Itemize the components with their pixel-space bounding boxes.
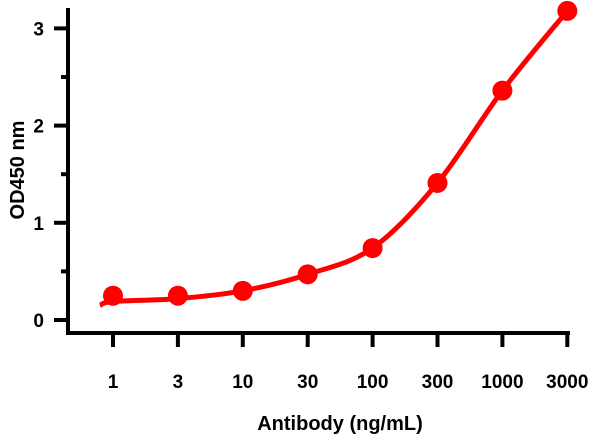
y-tick-label: 0 [33, 311, 44, 332]
x-tick-label: 10 [232, 372, 253, 393]
y-tick-label: 1 [33, 214, 44, 235]
x-tick-label: 1000 [481, 372, 523, 393]
data-points [103, 0, 578, 306]
data-point-300 [427, 172, 448, 193]
data-point-3 [167, 285, 188, 306]
x-axis-label: Antibody (ng/mL) [257, 413, 423, 435]
x-ticks: 1 3 10 30 100 300 1000 3000 [108, 333, 588, 393]
y-ticks: 0 1 2 3 [33, 19, 68, 332]
x-tick-label: 1 [108, 372, 119, 393]
y-tick-label: 3 [33, 19, 44, 40]
y-tick-label: 2 [33, 117, 44, 138]
data-point-10 [232, 280, 253, 301]
x-tick-label: 30 [297, 372, 318, 393]
x-tick-label: 3 [173, 372, 184, 393]
x-tick-label: 3000 [546, 372, 588, 393]
data-point-1000 [492, 80, 513, 101]
data-point-30 [297, 264, 318, 285]
data-point-3000 [557, 0, 578, 21]
y-axis-label: OD450 nm [7, 121, 29, 220]
data-point-1 [103, 285, 123, 306]
axes [66, 8, 570, 335]
x-tick-label: 300 [422, 372, 454, 393]
data-point-100 [362, 238, 383, 259]
x-tick-label: 100 [357, 372, 389, 393]
fit-curve [98, 9, 570, 308]
